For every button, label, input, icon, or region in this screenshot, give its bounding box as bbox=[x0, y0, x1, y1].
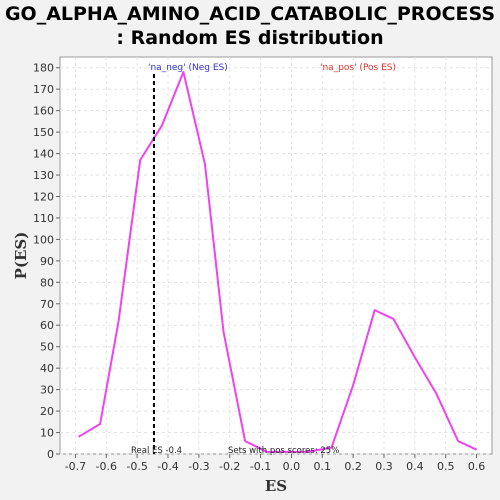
y-tick-label: 20 bbox=[40, 405, 54, 418]
legend-pos-es: 'na_pos' (Pos ES) bbox=[320, 63, 396, 73]
x-tick-label: 0.5 bbox=[437, 460, 455, 473]
x-tick-label: 0.1 bbox=[314, 460, 332, 473]
y-tick-label: 130 bbox=[33, 169, 54, 182]
x-tick-label: -0.6 bbox=[96, 460, 117, 473]
plot-area bbox=[60, 57, 492, 454]
y-axis-label: P(ES) bbox=[12, 232, 30, 280]
y-tick-label: 70 bbox=[40, 298, 54, 311]
y-tick-label: 180 bbox=[33, 62, 54, 75]
x-tick-label: 0.2 bbox=[344, 460, 362, 473]
x-tick-label: -0.4 bbox=[157, 460, 178, 473]
sets-pos-scores-annotation: Sets with pos scores: 25% bbox=[228, 446, 339, 456]
real-es-annotation: Real ES -0.4 bbox=[131, 446, 182, 456]
y-tick-label: 0 bbox=[47, 448, 54, 461]
x-tick-label: 0.6 bbox=[468, 460, 486, 473]
y-tick-label: 80 bbox=[40, 276, 54, 289]
y-tick-label: 100 bbox=[33, 233, 54, 246]
x-tick-label: 0.3 bbox=[375, 460, 393, 473]
y-tick-label: 110 bbox=[33, 212, 54, 225]
x-tick-label: -0.1 bbox=[250, 460, 271, 473]
y-tick-label: 30 bbox=[40, 384, 54, 397]
y-tick-label: 60 bbox=[40, 319, 54, 332]
legend-neg-es: 'na_neg' (Neg ES) bbox=[148, 63, 228, 73]
x-axis: -0.7 -0.6 -0.5 -0.4 -0.3 -0.2 -0.1 0.0 0.1 0.2 0.3… bbox=[65, 454, 486, 473]
y-tick-label: 120 bbox=[33, 190, 54, 203]
y-tick-label: 10 bbox=[40, 427, 54, 440]
y-tick-label: 50 bbox=[40, 341, 54, 354]
y-tick-label: 90 bbox=[40, 255, 54, 268]
y-axis: 0 10 20 30 40 50 60 70 80 90 100 110 120 130 140 150 160… bbox=[33, 62, 60, 461]
x-tick-label: 0.0 bbox=[283, 460, 301, 473]
y-tick-label: 170 bbox=[33, 83, 54, 96]
y-tick-label: 140 bbox=[33, 148, 54, 161]
x-axis-label: ES bbox=[265, 477, 287, 495]
y-tick-label: 160 bbox=[33, 105, 54, 118]
x-tick-label: -0.7 bbox=[65, 460, 86, 473]
x-tick-label: -0.2 bbox=[219, 460, 240, 473]
x-tick-label: -0.5 bbox=[126, 460, 147, 473]
y-tick-label: 40 bbox=[40, 362, 54, 375]
x-tick-label: -0.3 bbox=[188, 460, 209, 473]
x-tick-label: 0.4 bbox=[406, 460, 424, 473]
y-tick-label: 150 bbox=[33, 126, 54, 139]
